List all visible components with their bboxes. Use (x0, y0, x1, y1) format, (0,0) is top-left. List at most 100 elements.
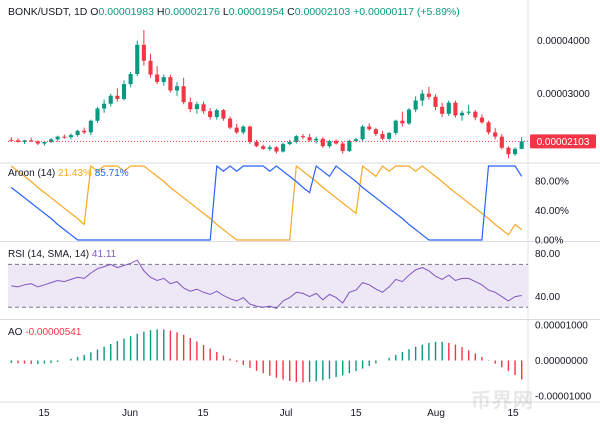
price-tick-label: 0.00004000 (537, 36, 590, 47)
candle-body (446, 102, 451, 114)
time-tick-label: Aug (427, 408, 445, 419)
candle-body (420, 93, 425, 101)
candle-body (294, 136, 299, 142)
candle-body (201, 104, 206, 112)
candle-body (340, 143, 345, 151)
candle-body (214, 110, 219, 118)
aroon-legend: Aroon (14) 21.43% 85.71% (8, 168, 129, 179)
candle-body (194, 104, 199, 110)
candle-body (466, 111, 471, 113)
candle-body (35, 141, 40, 144)
rsi-legend: RSI (14, SMA, 14) 41.11 (8, 249, 117, 260)
candle-body (161, 77, 166, 82)
candle-body (148, 60, 153, 75)
candle-body (95, 108, 100, 121)
candle-body (188, 102, 193, 110)
aroon-tick-label: 80.00% (535, 176, 569, 187)
interval[interactable]: 1D (73, 6, 88, 18)
candle-body (486, 122, 491, 133)
candle-body (499, 136, 504, 148)
change-value: +0.00000117 (+5.89%) (353, 6, 460, 18)
candle-body (102, 103, 107, 109)
time-tick-label: 15 (507, 408, 519, 419)
low-value: 0.00001954 (228, 6, 285, 18)
rsi-tick-label: 80.00 (535, 249, 560, 260)
candle-body (373, 129, 378, 134)
candle-body (400, 120, 405, 124)
candle-body (261, 146, 266, 149)
candle-body (181, 86, 186, 103)
candle-body (327, 140, 332, 147)
candle-body (506, 147, 511, 155)
watermark: 币界网 (471, 390, 534, 412)
candle-body (75, 130, 80, 136)
candle-body (433, 96, 438, 107)
candle-body (88, 120, 93, 133)
candle-body (334, 140, 339, 144)
candle-body (108, 95, 113, 104)
candle-body (121, 84, 127, 99)
candle-body (135, 44, 140, 75)
candle-body (168, 77, 173, 91)
last-price-tag-label: 0.00002103 (537, 137, 590, 148)
ao-legend: AO -0.00000541 (8, 327, 82, 338)
candle-body (406, 109, 412, 124)
candle-body (241, 126, 246, 133)
candle-body (453, 102, 458, 116)
candle-body (9, 139, 14, 141)
candle-body (221, 110, 226, 119)
time-tick-label: 15 (350, 408, 362, 419)
ohlc-legend: BONK/USDT, 1D O0.00001983 H0.00002176 L0… (8, 6, 460, 18)
aroon-up-value: 21.43% (58, 168, 92, 179)
time-tick-label: 15 (38, 408, 50, 419)
candle-body (55, 136, 60, 140)
candle-body (115, 95, 120, 99)
aroon-down-value: 85.71% (94, 168, 129, 179)
candle-body (22, 140, 27, 142)
candle-body (254, 141, 259, 147)
candle-body (267, 147, 272, 149)
ao-tick-label: -0.00001000 (535, 391, 592, 402)
candle-body (380, 133, 385, 139)
aroon-tick-label: 0.00% (535, 236, 563, 247)
time-tick-label: Jun (122, 408, 138, 419)
candle-body (274, 147, 279, 152)
candle-body (287, 141, 292, 145)
rsi-tick-label: 40.00 (535, 292, 560, 303)
candle-body (353, 139, 359, 141)
candle-body (234, 127, 239, 133)
candle-body (247, 126, 252, 142)
candle-body (128, 74, 133, 85)
candle-body (42, 141, 47, 144)
candle-body (347, 140, 352, 151)
candle-body (307, 137, 312, 141)
candle-body (62, 136, 67, 138)
close-value: 0.00002103 (294, 6, 351, 18)
candle-body (440, 106, 445, 114)
ao-tick-label: 0.00001000 (535, 321, 588, 332)
aroon-down-line (10, 164, 523, 241)
symbol[interactable]: BONK/USDT (8, 6, 69, 18)
candle-body (519, 141, 524, 149)
candle-body (300, 136, 306, 138)
rsi-line (11, 259, 522, 309)
last-price-tag (530, 134, 596, 149)
candle-body (281, 144, 286, 152)
candle-body (393, 120, 398, 133)
ao-value: -0.00000541 (25, 327, 82, 338)
aroon-up-line (10, 164, 523, 241)
candle-body (29, 140, 34, 142)
candle-body (387, 132, 392, 139)
aroon-tick-label: 40.00% (535, 206, 569, 217)
candle-body (68, 135, 74, 138)
candle-body (174, 86, 180, 91)
candle-body (493, 132, 498, 137)
candle-body (49, 139, 54, 142)
time-tick-label: Jul (280, 408, 293, 419)
rsi-band (8, 264, 528, 308)
candle-body (413, 100, 418, 110)
candle-body (459, 112, 465, 116)
candle-body (82, 130, 87, 133)
candle-body (513, 148, 518, 155)
